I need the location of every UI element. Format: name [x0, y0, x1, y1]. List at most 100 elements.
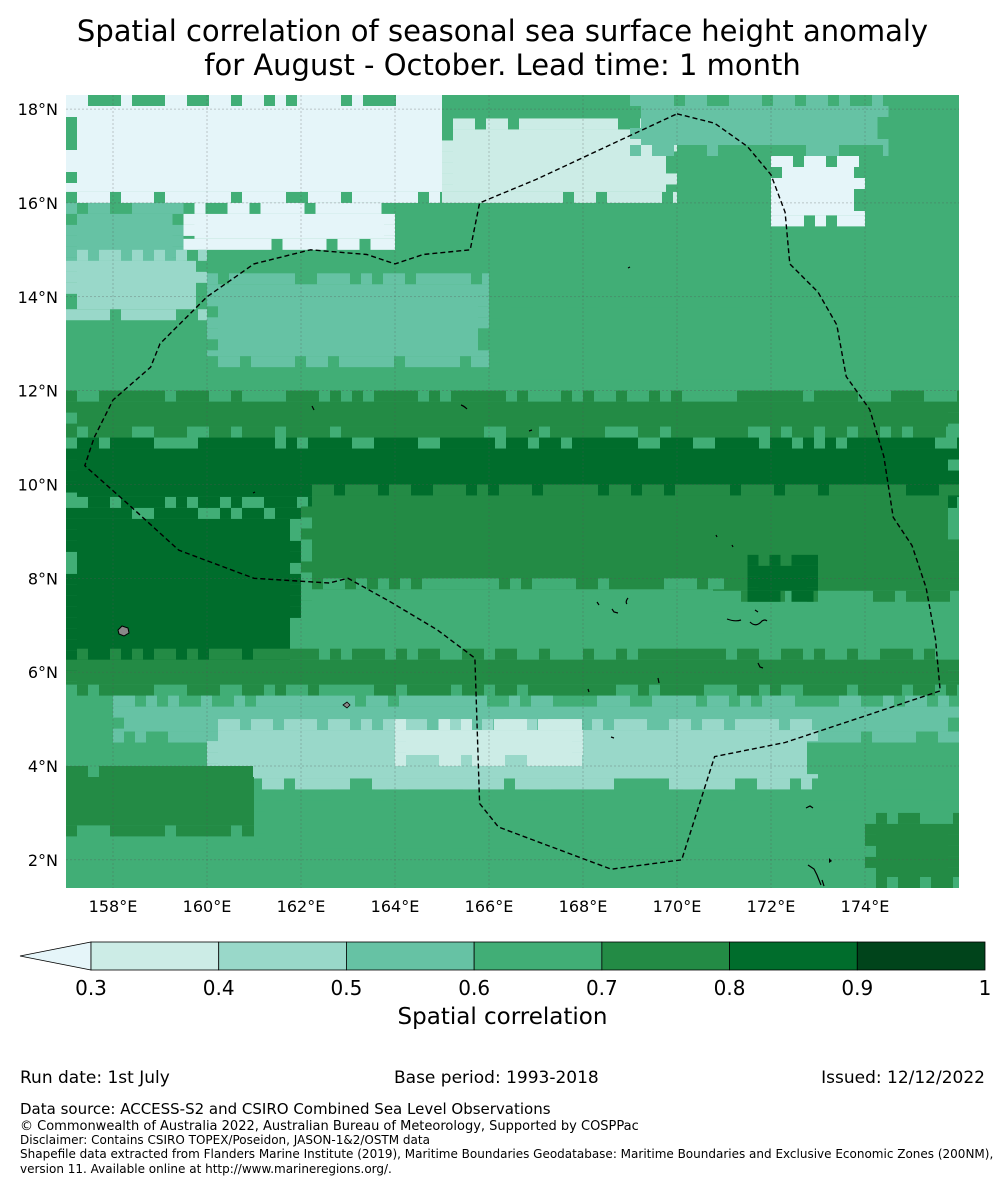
shapefile-url: version 11. Available online at http://w… [20, 1162, 392, 1176]
region-cell [451, 426, 462, 438]
region-cell [883, 695, 894, 707]
region-cell [948, 583, 959, 591]
region-cell [574, 118, 585, 130]
region-cell [660, 437, 671, 449]
region-cell [66, 95, 77, 106]
colorbar-tick-label: 0.8 [714, 976, 746, 1000]
region-cell [384, 224, 395, 236]
region-cell [607, 191, 618, 203]
region-cell [771, 178, 782, 189]
region-cell [407, 437, 418, 449]
region-cell [905, 731, 916, 743]
region-cell [814, 648, 825, 660]
region-cell [869, 426, 880, 438]
region-cell [168, 695, 179, 707]
region-cell [165, 202, 176, 214]
region-cell [361, 719, 372, 731]
region-cell [638, 684, 649, 696]
region-cell [771, 156, 782, 167]
region-cell [146, 695, 157, 707]
region-cell [462, 648, 473, 660]
region-cell [284, 273, 295, 285]
region-cell [539, 684, 550, 696]
region-cell [165, 507, 176, 519]
region-cell [429, 426, 440, 438]
region-cell [264, 648, 275, 660]
region-cell [560, 755, 571, 766]
region-cell [495, 684, 506, 696]
region-cell [449, 356, 460, 368]
region-cell [913, 390, 924, 402]
region-cell [88, 496, 99, 508]
region-cell [528, 684, 539, 696]
region-cell [872, 731, 883, 743]
region-cell [716, 789, 727, 801]
region-cell [829, 484, 840, 496]
region-cell [807, 484, 818, 496]
region-cell [880, 648, 891, 660]
region-cell [348, 238, 360, 250]
region-cell [752, 484, 763, 496]
region-cell [746, 719, 757, 731]
region-cell [198, 437, 209, 449]
region-cell [770, 426, 781, 438]
region-cell [782, 215, 793, 227]
region-cell [212, 731, 223, 743]
region-cell [394, 778, 405, 790]
region-cell [680, 778, 691, 790]
region-cell [837, 848, 848, 860]
region-cell [416, 778, 427, 790]
correlation-region [66, 648, 959, 696]
region-cell [704, 426, 715, 438]
region-cell [443, 695, 454, 707]
region-cell [231, 390, 242, 402]
region-cell [518, 789, 529, 801]
region-cell [506, 684, 517, 696]
region-cell [741, 590, 752, 602]
region-cell [715, 648, 726, 660]
region-cell [495, 648, 506, 660]
region-cell [948, 329, 959, 341]
region-cell [405, 778, 416, 790]
region-cell [948, 659, 959, 671]
region-cell [957, 390, 959, 402]
region-cell [924, 437, 935, 449]
region-cell [584, 789, 595, 801]
region-core [77, 106, 431, 192]
region-cell [331, 789, 342, 801]
region-cell [231, 648, 242, 660]
region-cell [929, 379, 940, 391]
region-cell [697, 484, 708, 496]
colorbar-segment [218, 941, 347, 971]
region-cell [698, 379, 709, 391]
correlation-region [66, 95, 442, 203]
region-cell [407, 390, 418, 402]
region-cell [319, 95, 330, 106]
correlation-region [489, 296, 959, 391]
region-cell [399, 695, 410, 707]
region-cell [779, 778, 790, 790]
region-cell [198, 766, 209, 777]
region-cell [385, 684, 396, 696]
region-cell [817, 145, 828, 156]
region-cell [418, 648, 429, 660]
region-cell [847, 648, 858, 660]
region-cell [143, 766, 154, 777]
region-cell [825, 426, 836, 438]
region-cell [891, 684, 902, 696]
region-cell [663, 695, 674, 707]
region-cell [694, 789, 705, 801]
correlation-region [207, 273, 489, 368]
region-cell [242, 766, 253, 777]
region-cell [660, 648, 671, 660]
region-cell [339, 778, 350, 790]
region-cell [154, 766, 165, 777]
colorbar-segment [473, 941, 603, 971]
region-cell [295, 719, 306, 731]
region-cell [948, 867, 959, 877]
region-cell [301, 611, 312, 623]
region-cell [312, 484, 323, 496]
region-cell [99, 507, 110, 519]
region-cell [682, 437, 693, 449]
region-cell [143, 825, 154, 837]
